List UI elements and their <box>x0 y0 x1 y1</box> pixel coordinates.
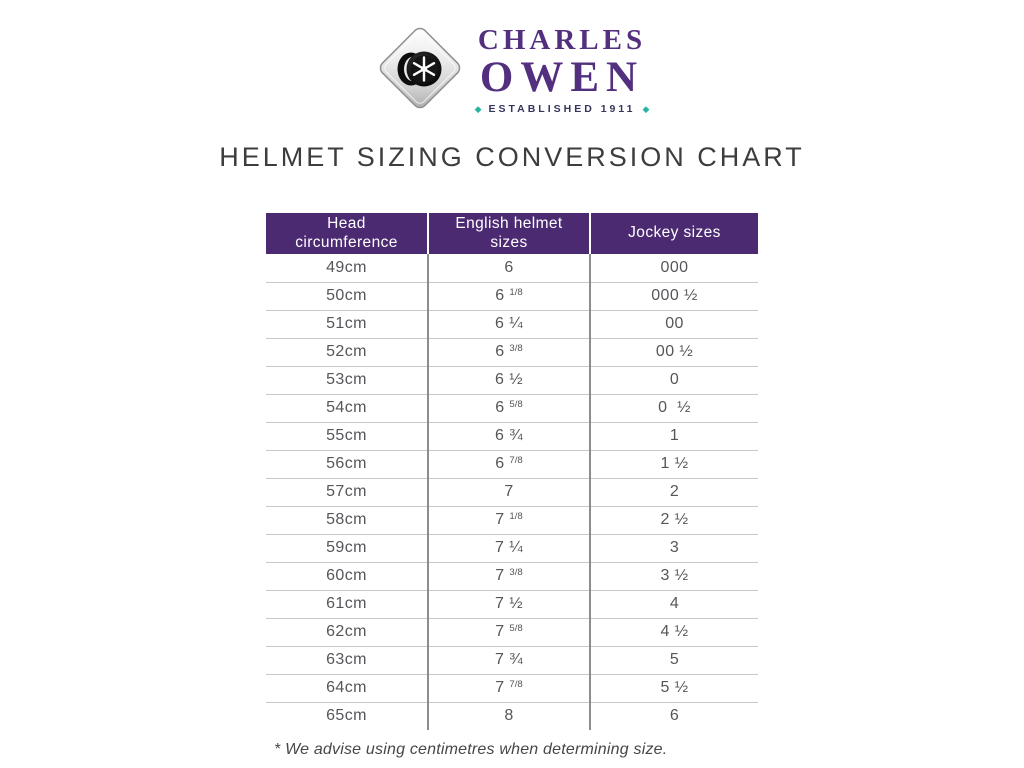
head-circumference-cell: 56cm <box>266 450 429 479</box>
english-size-cell: 6 7/8 <box>428 450 591 479</box>
english-size-cell: 6 1/8 <box>428 282 591 311</box>
english-size-cell: 6 ½ <box>428 366 591 395</box>
teal-diamond-icon: ◆ <box>474 103 482 114</box>
english-size-cell: 7 3/8 <box>428 562 591 591</box>
head-circumference-cell: 62cm <box>266 618 429 647</box>
jockey-size-cell: 0 ½ <box>590 394 758 423</box>
head-circumference-cell: 59cm <box>266 534 429 563</box>
jockey-size-cell: 3 ½ <box>590 562 758 591</box>
english-size-cell: 6 ¾ <box>428 422 591 451</box>
established-line: ◆ ESTABLISHED 1911 ◆ <box>475 104 650 115</box>
table-row: 51cm 6 ¼ 00 <box>266 310 758 339</box>
table-row: 62cm 7 5/8 4 ½ <box>266 618 758 647</box>
head-circumference-cell: 53cm <box>266 366 429 395</box>
teal-diamond-icon: ◆ <box>642 103 650 114</box>
jockey-size-cell: 2 ½ <box>590 506 758 535</box>
head-circumference-cell: 55cm <box>266 422 429 451</box>
header-jockey-sizes: Jockey sizes <box>590 213 758 255</box>
brand-name-owen: OWEN <box>479 53 645 101</box>
head-circumference-cell: 58cm <box>266 506 429 535</box>
head-circumference-cell: 63cm <box>266 646 429 675</box>
table-row: 65cm 8 6 <box>266 702 758 731</box>
brand-name-charles: CHARLES <box>477 23 647 56</box>
head-circumference-cell: 52cm <box>266 338 429 367</box>
sizing-table: Head circumference English helmet sizes … <box>266 213 758 731</box>
jockey-size-cell: 000 <box>590 254 758 283</box>
header-head-circumference: Head circumference <box>266 213 429 255</box>
jockey-size-cell: 1 ½ <box>590 450 758 479</box>
english-size-cell: 6 ¼ <box>428 310 591 339</box>
english-size-cell: 8 <box>428 702 591 731</box>
jockey-size-cell: 00 ½ <box>590 338 758 367</box>
english-size-cell: 7 ¾ <box>428 646 591 675</box>
size-table-body: 49cm 6 000 50cm 6 1/8 000 ½ 51cm 6 ¼ 00 52cm 6 3/8… <box>266 254 758 731</box>
head-circumference-cell: 64cm <box>266 674 429 703</box>
jockey-size-cell: 0 <box>590 366 758 395</box>
head-circumference-cell: 60cm <box>266 562 429 591</box>
jockey-size-cell: 6 <box>669 707 680 725</box>
jockey-size-cell: 1 <box>590 422 758 451</box>
jockey-size-cell: 000 ½ <box>590 282 758 311</box>
charles-owen-helmet-diamond-icon <box>375 23 465 118</box>
table-row: 60cm 7 3/8 3 ½ <box>266 562 758 591</box>
english-size-cell: 7 7/8 <box>428 674 591 703</box>
english-size-cell: 7 1/8 <box>428 506 591 535</box>
charles-owen-logo: CHARLES OWEN ◆ ESTABLISHED 1911 ◆ <box>0 24 1024 116</box>
jockey-size-cell: 3 <box>590 534 758 563</box>
jockey-size-cell: 2 <box>590 478 758 507</box>
english-size-cell: 6 3/8 <box>428 338 591 367</box>
jockey-size-cell: 4 <box>590 590 758 619</box>
head-circumference-cell: 50cm <box>266 282 429 311</box>
english-size-cell: 6 5/8 <box>428 394 591 423</box>
jockey-size-cell: 5 <box>590 646 758 675</box>
header-english-helmet-sizes: English helmet sizes <box>428 213 591 255</box>
table-row: 52cm 6 3/8 00 ½ <box>266 338 758 367</box>
english-size-cell: 6 <box>428 254 591 283</box>
head-circumference-cell: 61cm <box>266 590 429 619</box>
established-text: ESTABLISHED 1911 <box>488 102 636 115</box>
sizing-table-container: Head circumference English helmet sizes … <box>266 213 758 731</box>
head-circumference-cell: 65cm <box>266 702 429 731</box>
table-row: 54cm 6 5/8 0 ½ <box>266 394 758 423</box>
footnote: * We advise using centimetres when deter… <box>274 741 668 759</box>
table-row: 56cm 6 7/8 1 ½ <box>266 450 758 479</box>
jockey-size-cell: 4 ½ <box>590 618 758 647</box>
head-circumference-cell: 51cm <box>266 310 429 339</box>
table-row: 57cm 7 2 <box>266 478 758 507</box>
jockey-size-cell: 00 <box>590 310 758 339</box>
english-size-cell: 7 ½ <box>428 590 591 619</box>
table-row: 49cm 6 000 <box>266 254 758 283</box>
head-circumference-cell: 57cm <box>266 478 429 507</box>
head-circumference-cell: 49cm <box>266 254 429 283</box>
table-header-row: Head circumference English helmet sizes … <box>266 213 758 255</box>
logo-wordmark: CHARLES OWEN ◆ ESTABLISHED 1911 ◆ <box>475 23 650 115</box>
table-row: 64cm 7 7/8 5 ½ <box>266 674 758 703</box>
english-size-cell: 7 ¼ <box>428 534 591 563</box>
table-row: 50cm 6 1/8 000 ½ <box>266 282 758 311</box>
english-size-cell: 7 5/8 <box>428 618 591 647</box>
table-row: 58cm 7 1/8 2 ½ <box>266 506 758 535</box>
jockey-size-cell: 5 ½ <box>590 674 758 703</box>
head-circumference-cell: 54cm <box>266 394 429 423</box>
english-size-cell: 7 <box>428 478 591 507</box>
page-title: HELMET SIZING CONVERSION CHART <box>219 142 805 172</box>
